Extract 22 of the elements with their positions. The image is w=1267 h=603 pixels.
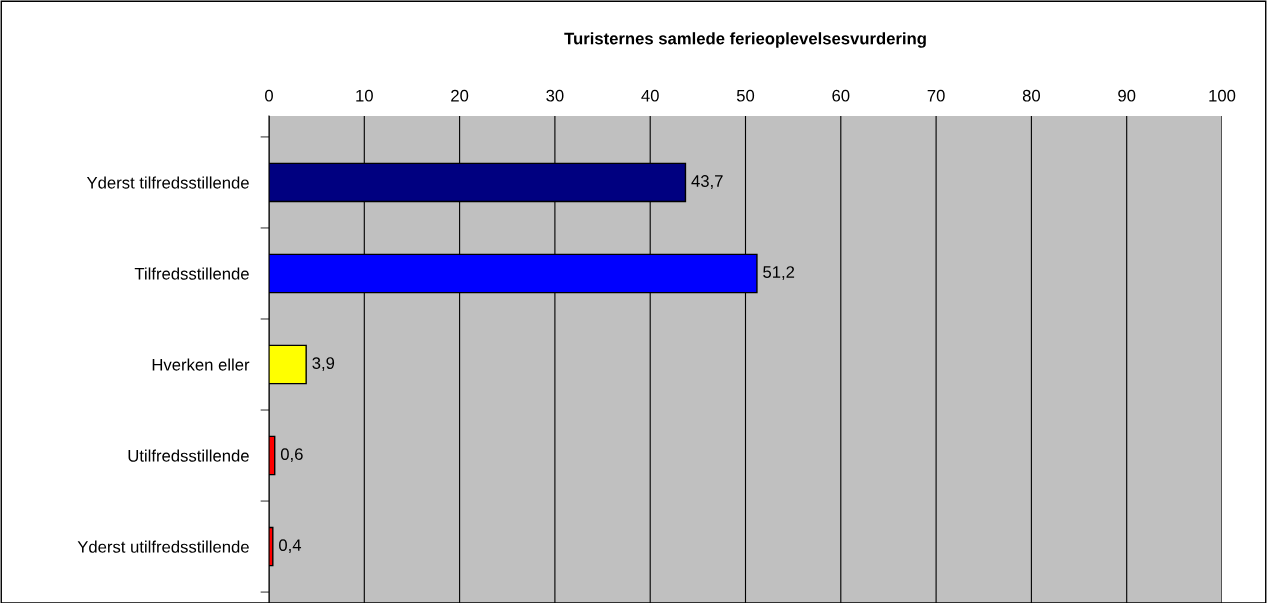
x-tick-label: 0 <box>265 89 273 102</box>
x-tick-label: 60 <box>832 89 850 102</box>
x-tick-label: 30 <box>546 89 564 102</box>
data-label: 0,6 <box>280 448 303 462</box>
x-tick-label: 50 <box>736 89 755 102</box>
y-tick-label: Utilfredsstillende <box>128 449 249 462</box>
y-tick-label: Yderst utilfredsstillende <box>77 540 249 553</box>
data-label: 51,2 <box>763 266 795 280</box>
x-tick-label: 80 <box>1022 89 1041 102</box>
x-tick-label: 20 <box>451 89 469 102</box>
x-tick-label: 10 <box>356 89 373 102</box>
chart-title: Turisternes samlede ferieoplevelsesvurdering <box>564 32 926 48</box>
x-tick-label: 100 <box>1209 89 1236 102</box>
data-label: 43,7 <box>691 175 723 189</box>
data-label: 3,9 <box>312 357 335 371</box>
data-label: 0,4 <box>279 539 302 554</box>
y-tick-label: Tilfredsstillende <box>134 267 249 280</box>
x-tick-label: 70 <box>927 89 945 102</box>
x-tick-label: 90 <box>1118 89 1136 102</box>
x-tick-label: 40 <box>641 89 659 102</box>
y-tick-label: Hverken eller <box>152 358 250 371</box>
y-tick-label: Yderst tilfredsstillende <box>86 176 249 189</box>
